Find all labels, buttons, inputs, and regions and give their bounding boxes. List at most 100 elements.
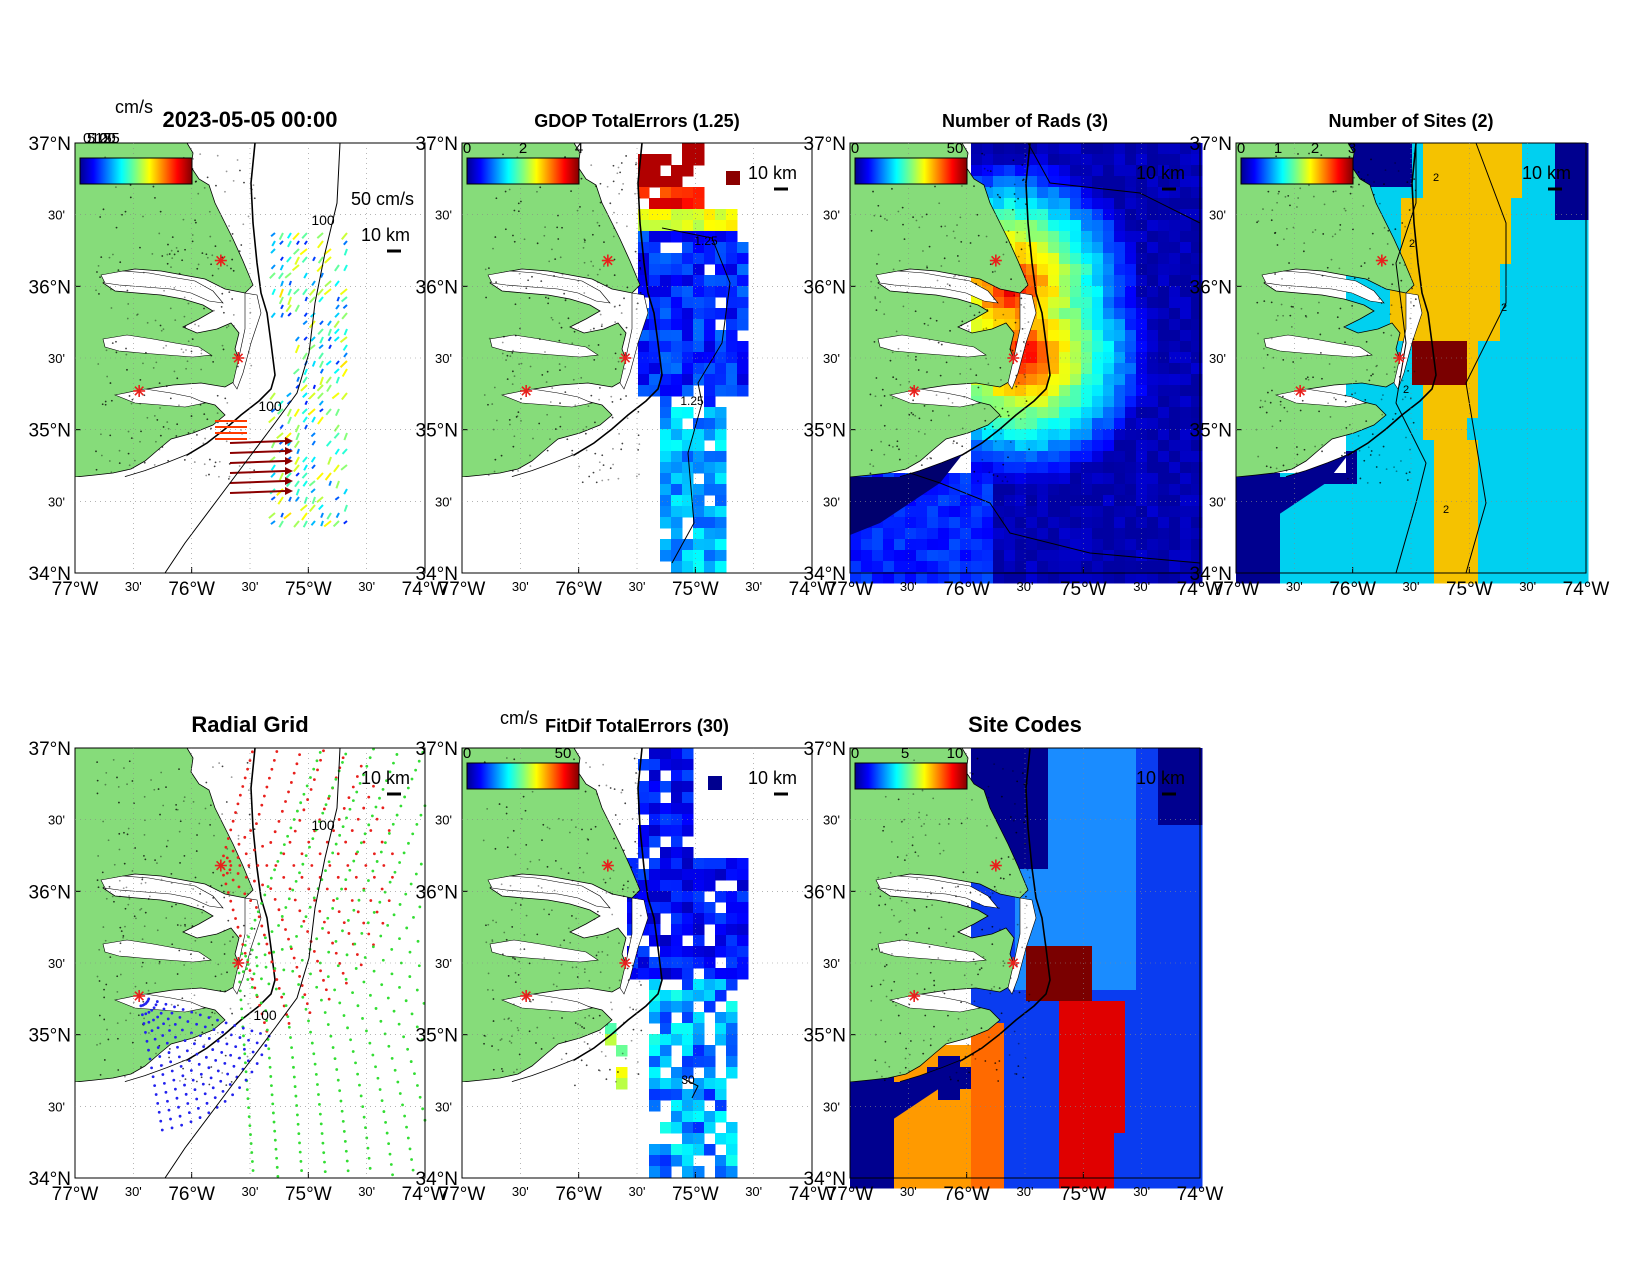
grid-cell xyxy=(1125,462,1137,474)
radial-point-site1 xyxy=(287,937,290,941)
radial-point-site2 xyxy=(363,956,367,959)
grid-cell xyxy=(649,1045,661,1057)
grid-cell xyxy=(1577,264,1589,276)
grid-cell xyxy=(704,473,716,485)
coast-dot xyxy=(199,403,202,406)
radial-point-site3 xyxy=(255,1062,259,1065)
coast-dot xyxy=(158,232,161,235)
coast-dot xyxy=(601,454,604,457)
grid-cell xyxy=(1544,220,1556,232)
coast-dot xyxy=(1323,203,1326,206)
grid-cell xyxy=(737,264,749,276)
radar-site-marker xyxy=(989,254,1002,267)
radial-point-site2 xyxy=(381,958,385,962)
coast-dot xyxy=(184,923,186,926)
grid-cell xyxy=(1445,341,1457,353)
grid-cell xyxy=(1467,429,1479,441)
radial-point-site2 xyxy=(246,1097,250,1101)
grid-cell xyxy=(1026,330,1038,342)
grid-cell xyxy=(638,352,650,364)
coast-dot xyxy=(191,925,194,927)
coast-dot xyxy=(1263,300,1266,302)
radial-point-site2 xyxy=(264,936,267,940)
grid-cell xyxy=(960,561,972,573)
grid-cell xyxy=(1125,275,1137,287)
grid-cell xyxy=(927,506,939,518)
grid-cell xyxy=(1577,561,1589,573)
radial-point-site3 xyxy=(161,1073,165,1076)
grid-cell xyxy=(1467,220,1479,232)
grid-cell xyxy=(1147,506,1159,518)
grid-cell xyxy=(1048,407,1060,419)
vector-arrow xyxy=(302,320,308,326)
grid-cell xyxy=(1566,374,1578,386)
lat-minor-label: 30' xyxy=(48,494,65,509)
grid-cell xyxy=(1577,462,1589,474)
radial-point-site1 xyxy=(269,841,273,844)
radial-point-site3 xyxy=(244,1078,248,1082)
grid-cell xyxy=(1147,363,1159,375)
grid-cell xyxy=(1015,418,1027,430)
radial-point-site2 xyxy=(252,972,256,976)
grid-cell xyxy=(671,935,683,947)
grid-cell xyxy=(1423,550,1435,562)
coast-dot xyxy=(638,473,640,476)
site-star-stroke xyxy=(1295,386,1305,396)
grid-cell xyxy=(693,495,705,507)
grid-cell xyxy=(660,1012,672,1024)
grid-cell xyxy=(1390,187,1402,199)
coast-dot xyxy=(119,950,122,953)
grid-cell xyxy=(1136,330,1148,342)
coast-dot xyxy=(612,463,615,466)
grid-cell xyxy=(682,1034,694,1046)
grid-cell xyxy=(1511,451,1523,463)
grid-cell xyxy=(1059,308,1071,320)
grid-cell xyxy=(1059,528,1071,540)
grid-cell xyxy=(649,1012,661,1024)
grid-cell xyxy=(1511,165,1523,177)
coast-dot xyxy=(582,428,585,431)
vector-arrow xyxy=(302,288,308,296)
coast-dot xyxy=(106,375,109,378)
grid-cell xyxy=(1522,209,1534,221)
grid-cell xyxy=(726,979,738,991)
vector-arrow xyxy=(303,464,308,471)
grid-cell xyxy=(1191,473,1203,485)
lat-minor-label: 30' xyxy=(435,351,452,366)
grid-cell xyxy=(1368,440,1380,452)
grid-cell xyxy=(1169,451,1181,463)
coast-dot xyxy=(103,996,106,999)
radial-point-site3 xyxy=(169,1117,172,1121)
coast-dot xyxy=(1292,361,1295,363)
radial-point-site3 xyxy=(197,1062,201,1066)
radial-point-site3 xyxy=(156,1015,160,1019)
coast-dot xyxy=(505,359,507,361)
coast-dot xyxy=(870,449,873,452)
coast-dot xyxy=(129,184,132,186)
grid-cell xyxy=(1500,308,1512,320)
coast-dot xyxy=(179,924,182,927)
grid-cell xyxy=(1092,572,1104,584)
coast-dot xyxy=(192,888,195,890)
grid-cell xyxy=(1346,572,1358,584)
grid-cell xyxy=(1147,462,1159,474)
grid-cell xyxy=(1136,220,1148,232)
coast-dot xyxy=(558,322,561,325)
radial-point-site3 xyxy=(189,1069,193,1072)
radial-point-site2 xyxy=(417,759,421,763)
grid-cell xyxy=(1368,385,1380,397)
radial-point-site2 xyxy=(362,773,365,777)
radial-point-site2 xyxy=(275,1156,279,1160)
vector-arrow xyxy=(270,472,276,478)
grid-cell xyxy=(949,506,961,518)
grid-cell xyxy=(1037,385,1049,397)
grid-cell xyxy=(649,880,661,892)
grid-cell xyxy=(1357,495,1369,507)
coast-dot xyxy=(228,895,231,897)
grid-cell xyxy=(1379,539,1391,551)
grid-cell xyxy=(905,539,917,551)
site-star-stroke xyxy=(233,958,244,968)
grid-cell xyxy=(1026,341,1038,353)
coast-dot xyxy=(128,464,131,467)
grid-cell xyxy=(1555,528,1567,540)
